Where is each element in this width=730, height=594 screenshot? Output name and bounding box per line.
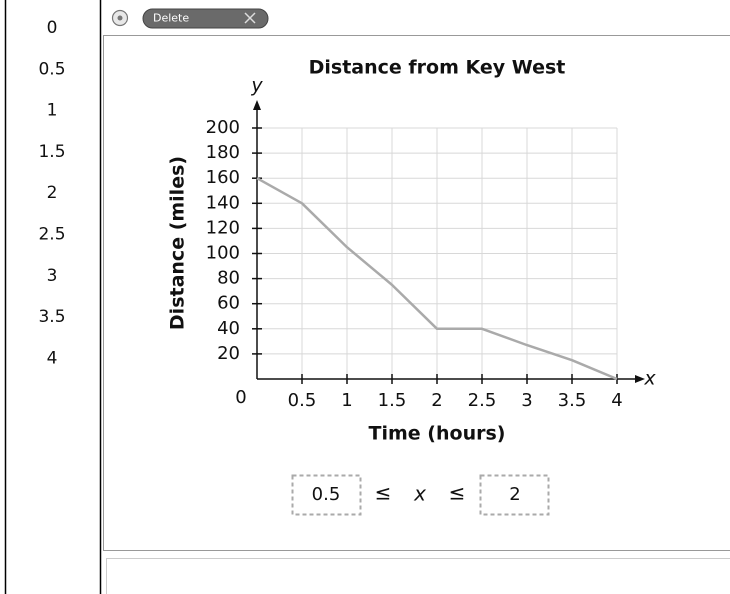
number-tile[interactable]: 4 bbox=[47, 348, 58, 368]
x-tick-label: 3.5 bbox=[558, 390, 587, 411]
upper-box[interactable] bbox=[479, 474, 550, 516]
x-tick-label: 0.5 bbox=[288, 390, 317, 411]
y-tick-label: 160 bbox=[206, 167, 240, 188]
number-tile[interactable]: 0 bbox=[47, 18, 58, 38]
delete-label: Delete bbox=[153, 12, 189, 25]
y-tick-label: 20 bbox=[217, 343, 240, 364]
number-tile[interactable]: 1 bbox=[47, 101, 58, 121]
symbol: ≤ bbox=[375, 481, 392, 505]
y-axis-arrow bbox=[253, 100, 261, 110]
variable: x bbox=[413, 482, 426, 506]
number-tile[interactable]: 3 bbox=[47, 266, 58, 286]
symbol: ≤ bbox=[449, 481, 466, 505]
x-tick-label: 3 bbox=[521, 390, 532, 411]
origin-label: 0 bbox=[235, 387, 246, 408]
y-tick-label: 180 bbox=[206, 142, 240, 163]
tile-panel bbox=[4, 0, 102, 594]
lower-value: 0.5 bbox=[312, 484, 341, 505]
number-tile[interactable]: 2 bbox=[47, 183, 58, 203]
data-line bbox=[256, 177, 618, 381]
y-tick-label: 140 bbox=[206, 192, 240, 213]
y-tick-label: 100 bbox=[206, 243, 240, 264]
number-tile[interactable]: 0.5 bbox=[38, 59, 65, 79]
x-tick-label: 2 bbox=[431, 390, 442, 411]
x-tick-label: 2.5 bbox=[468, 390, 497, 411]
lower-box[interactable] bbox=[291, 474, 362, 516]
delete-x bbox=[244, 12, 256, 24]
y-tick-label: 40 bbox=[217, 318, 240, 339]
chart-title: Distance from Key West bbox=[309, 57, 566, 79]
x-tick-label: 1.5 bbox=[378, 390, 407, 411]
y-symbol: y bbox=[250, 75, 263, 97]
work-panel bbox=[103, 35, 730, 551]
upper-value: 2 bbox=[509, 484, 520, 505]
y-tick-label: 120 bbox=[206, 217, 240, 238]
x-tick-label: 4 bbox=[611, 390, 622, 411]
y-axis-label: Distance (miles) bbox=[167, 156, 189, 330]
number-tile[interactable]: 2.5 bbox=[38, 225, 65, 245]
x-symbol: x bbox=[643, 368, 656, 390]
x-axis-arrow bbox=[635, 375, 645, 383]
delete-button[interactable] bbox=[142, 8, 269, 29]
bottom-panel bbox=[106, 558, 730, 594]
y-tick-label: 80 bbox=[217, 268, 240, 289]
x-tick-label: 1 bbox=[341, 390, 352, 411]
x-axis-label: Time (hours) bbox=[369, 423, 506, 445]
round-button-icon bbox=[117, 15, 123, 21]
y-tick-label: 200 bbox=[206, 117, 240, 138]
number-tile[interactable]: 3.5 bbox=[38, 307, 65, 327]
y-tick-label: 60 bbox=[217, 293, 240, 314]
number-tile[interactable]: 1.5 bbox=[38, 142, 65, 162]
